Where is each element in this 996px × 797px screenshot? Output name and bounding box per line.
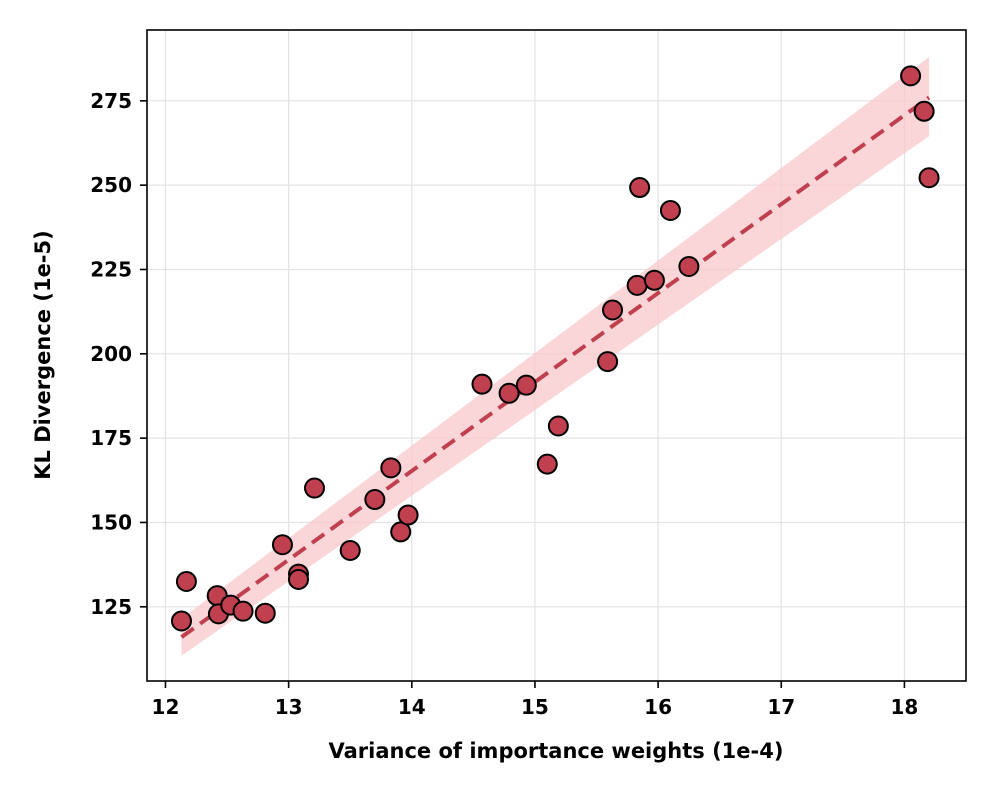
data-point: [397, 504, 419, 526]
data-points: [170, 65, 940, 632]
x-tick-label: 16: [644, 695, 672, 719]
data-point: [339, 539, 361, 561]
data-point: [629, 177, 651, 199]
data-point: [471, 373, 493, 395]
x-tick-label: 14: [398, 695, 426, 719]
y-tick-label: 200: [90, 342, 132, 366]
y-axis-label: KL Divergence (1e-5): [31, 230, 55, 480]
x-tick-label: 17: [767, 695, 795, 719]
x-tick-label: 15: [521, 695, 549, 719]
x-axis-label: Variance of importance weights (1e-4): [329, 739, 784, 763]
y-tick-label: 250: [90, 173, 132, 197]
data-point: [626, 274, 648, 296]
y-axis: 125 150 175 200 225 250 275: [90, 89, 147, 619]
data-point: [547, 415, 569, 437]
data-point: [913, 100, 935, 122]
x-grid-lines: [164, 30, 906, 681]
x-tick-label: 18: [890, 695, 918, 719]
data-point: [643, 269, 665, 291]
data-point: [170, 610, 192, 632]
data-point: [232, 600, 254, 622]
y-tick-label: 150: [90, 510, 132, 534]
data-point: [597, 351, 619, 373]
data-point: [536, 453, 558, 475]
regression-line: [180, 95, 931, 639]
data-point: [364, 489, 386, 511]
data-point: [254, 602, 276, 624]
data-point: [678, 255, 700, 277]
y-tick-label: 175: [90, 426, 132, 450]
data-point: [271, 534, 293, 556]
y-tick-label: 275: [90, 89, 132, 113]
data-point: [303, 477, 325, 499]
data-point: [602, 299, 624, 321]
x-tick-label: 12: [152, 695, 180, 719]
data-point: [380, 457, 402, 479]
plot-frame: [146, 29, 967, 682]
x-axis: 12 13 14 15 16 17 18: [152, 681, 918, 719]
y-tick-label: 225: [90, 257, 132, 281]
data-point: [515, 374, 537, 396]
data-point: [900, 65, 922, 87]
x-tick-label: 13: [275, 695, 303, 719]
y-tick-label: 125: [90, 595, 132, 619]
data-point: [659, 199, 681, 221]
data-point: [175, 570, 197, 592]
data-point: [918, 167, 940, 189]
data-point: [498, 382, 520, 404]
data-point: [287, 568, 309, 590]
